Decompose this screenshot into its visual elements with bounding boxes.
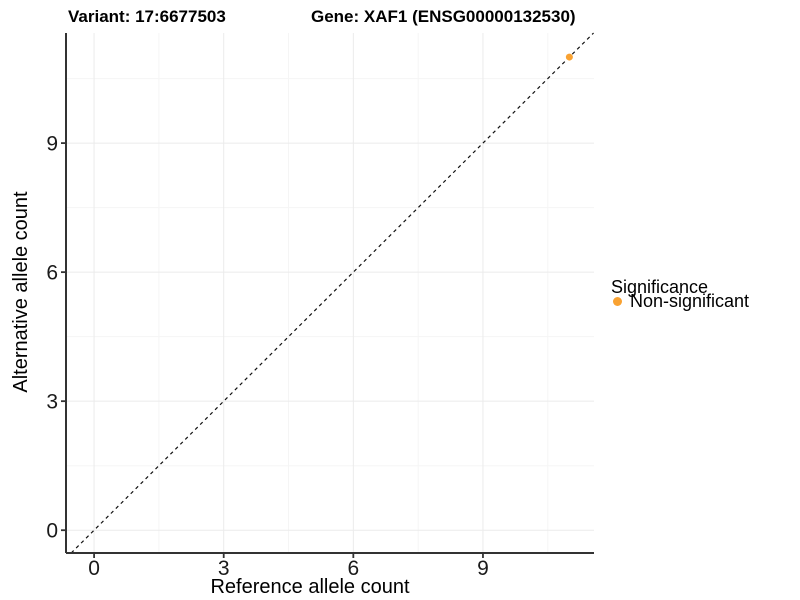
x-tick-label: 3 [218,557,230,580]
legend-point-icon [613,297,622,306]
y-tick-label: 3 [46,391,58,414]
x-tick-label: 0 [88,557,100,580]
identity-reference-line [70,32,594,554]
legend-title: Significance [611,277,709,297]
y-tick-label: 6 [46,262,58,285]
legend-item-label: Non-significant [630,291,750,311]
data-point [565,53,573,61]
y-tick-label: 9 [46,133,58,156]
y-axis-title: Alternative allele count [10,191,32,393]
x-tick-label: 6 [347,557,359,580]
plot-title-gene: Gene: XAF1 (ENSG00000132530) [311,7,576,26]
x-axis-title: Reference allele count [210,576,410,598]
plot-title-variant: Variant: 17:6677503 [68,7,226,26]
y-tick-label: 0 [46,520,58,543]
x-tick-label: 9 [477,557,489,580]
